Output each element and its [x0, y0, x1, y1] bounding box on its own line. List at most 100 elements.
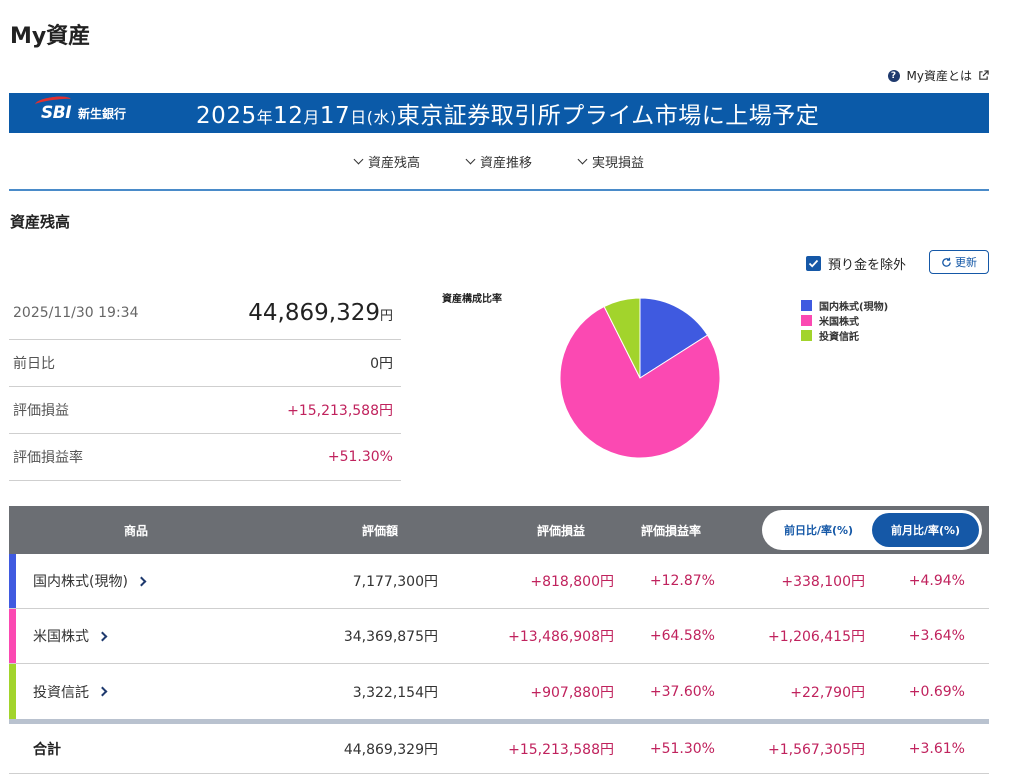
checkbox-checked-icon — [806, 256, 821, 271]
row-pl: +818,800円 — [530, 574, 614, 590]
row-name-link[interactable]: 投資信託 — [33, 664, 108, 719]
row-valuation: 3,322,154円 — [352, 684, 438, 701]
banner-day-suffix: 日 — [350, 108, 367, 127]
chevron-down-icon — [353, 154, 364, 165]
nav-label: 資産推移 — [480, 156, 533, 171]
asset-allocation-pie-chart — [559, 297, 721, 459]
banner-month-suffix: 月 — [303, 108, 320, 127]
refresh-label: 更新 — [955, 256, 977, 269]
row-change-rate: +3.64% — [908, 628, 965, 644]
chevron-right-icon — [97, 631, 108, 641]
legend-label: 投資信託 — [819, 332, 859, 343]
toggle-month-change[interactable]: 前月比/率(%) — [872, 513, 979, 547]
summary-row-daychange: 前日比 0円 — [9, 340, 401, 387]
table-header: 商品 評価額 評価損益 評価損益率 前日比/率(%) 前月比/率(%) — [9, 506, 989, 554]
exclude-deposits-checkbox[interactable]: 預り金を除外 — [806, 254, 906, 273]
header-valuation: 評価額 — [362, 523, 399, 538]
summary-total-row: 2025/11/30 19:34 44,869,329円 — [9, 286, 401, 340]
promo-banner[interactable]: SBI 新生銀行 2025年12月17日(水)東京証券取引所プライム市場に上場予… — [9, 93, 989, 133]
sbi-shinsei-logo: SBI 新生銀行 — [34, 94, 127, 123]
summary-label: 評価損益率 — [13, 450, 83, 466]
total-change-rate: +3.61% — [908, 740, 965, 757]
banner-year: 2025 — [196, 103, 257, 129]
toggle-day-change[interactable]: 前日比/率(%) — [783, 524, 854, 537]
pie-slice-0 — [639, 297, 709, 379]
refresh-button[interactable]: 更新 — [929, 250, 989, 274]
banner-weekday: (水) — [366, 108, 397, 127]
table-total-row: 合計 44,869,329円 +15,213,588円 +51.30% +1,5… — [9, 724, 989, 774]
row-pl: +907,880円 — [530, 684, 614, 701]
table-row: 米国株式 34,369,875円 +13,486,908円 +64.58% +1… — [9, 609, 989, 664]
summary-value: 0円 — [370, 356, 393, 372]
chevron-right-icon — [136, 576, 147, 586]
legend-label: 国内株式(現物) — [819, 302, 889, 313]
header-pl-rate: 評価損益率 — [641, 523, 702, 538]
chevron-down-icon — [465, 154, 476, 165]
row-name-link[interactable]: 国内株式(現物) — [33, 554, 147, 608]
pie-slice-2 — [603, 297, 641, 379]
total-value-number: 44,869,329 — [248, 299, 380, 326]
row-name: 投資信託 — [33, 684, 89, 701]
category-color-bar — [9, 554, 16, 608]
row-pl-rate: +37.60% — [649, 683, 715, 700]
row-pl: +13,486,908円 — [508, 629, 614, 645]
table-row: 国内株式(現物) 7,177,300円 +818,800円 +12.87% +3… — [9, 554, 989, 609]
banner-day: 17 — [319, 103, 351, 129]
header-product: 商品 — [124, 523, 149, 538]
banner-year-suffix: 年 — [256, 108, 274, 127]
chevron-right-icon — [97, 686, 108, 697]
legend-swatch — [801, 315, 812, 326]
row-pl-rate: +64.58% — [649, 628, 715, 644]
summary-value: +51.30% — [327, 449, 393, 465]
legend-item: 投資信託 — [801, 328, 888, 343]
banner-message: 2025年12月17日(水)東京証券取引所プライム市場に上場予定 — [196, 96, 819, 130]
question-icon: ? — [887, 69, 900, 82]
legend-item: 国内株式(現物) — [801, 298, 888, 313]
holdings-table: 商品 評価額 評価損益 評価損益率 前日比/率(%) 前月比/率(%) 国内株式… — [9, 506, 989, 774]
summary-total-value: 44,869,329円 — [248, 300, 393, 326]
summary-row-pl: 評価損益 +15,213,588円 — [9, 387, 401, 434]
header-pl: 評価損益 — [537, 523, 586, 538]
change-period-toggle: 前日比/率(%) 前月比/率(%) — [762, 510, 982, 550]
row-change-rate: +0.69% — [908, 683, 965, 700]
nav-label: 資産残高 — [368, 156, 421, 171]
total-pl-rate: +51.30% — [649, 740, 715, 757]
row-change: +22,790円 — [790, 684, 865, 701]
external-link-icon — [979, 70, 989, 80]
summary-label: 評価損益 — [13, 403, 69, 419]
table-row: 投資信託 3,322,154円 +907,880円 +37.60% +22,79… — [9, 664, 989, 719]
banner-month: 12 — [273, 103, 304, 129]
refresh-icon — [942, 257, 951, 267]
page-title: My資産 — [10, 24, 91, 49]
row-change: +1,206,415円 — [768, 629, 865, 645]
row-change-rate: +4.94% — [908, 573, 965, 589]
legend-swatch — [801, 330, 812, 341]
pie-slice-1 — [559, 305, 721, 459]
row-name: 国内株式(現物) — [33, 574, 128, 590]
summary-timestamp: 2025/11/30 19:34 — [13, 304, 139, 321]
summary-label: 前日比 — [13, 356, 55, 372]
total-valuation: 44,869,329円 — [343, 741, 438, 758]
help-link-label: My資産とは — [906, 69, 972, 83]
nav-asset-history[interactable]: 資産推移 — [465, 152, 532, 171]
exclude-deposits-label: 預り金を除外 — [828, 258, 907, 273]
total-pl: +15,213,588円 — [508, 741, 614, 758]
logo-bank-text: 新生銀行 — [78, 106, 127, 121]
total-value-yen: 円 — [379, 308, 393, 324]
legend-swatch — [801, 300, 812, 311]
pie-legend: 国内株式(現物) 米国株式 投資信託 — [801, 298, 888, 343]
pie-chart-title: 資産構成比率 — [442, 294, 502, 305]
category-color-bar — [9, 609, 16, 663]
help-link[interactable]: ? My資産とは — [887, 67, 989, 84]
nav-asset-balance[interactable]: 資産残高 — [353, 152, 420, 171]
chevron-down-icon — [577, 154, 588, 165]
row-name-link[interactable]: 米国株式 — [33, 609, 108, 663]
banner-message-text: 東京証券取引所プライム市場に上場予定 — [396, 103, 820, 129]
total-change: +1,567,305円 — [768, 741, 865, 758]
nav-realized-pl[interactable]: 実現損益 — [577, 152, 644, 171]
row-valuation: 7,177,300円 — [352, 574, 438, 590]
asset-summary: 2025/11/30 19:34 44,869,329円 前日比 0円 評価損益… — [9, 286, 401, 481]
section-heading: 資産残高 — [10, 213, 71, 231]
row-valuation: 34,369,875円 — [343, 629, 438, 645]
total-label: 合計 — [33, 741, 61, 758]
